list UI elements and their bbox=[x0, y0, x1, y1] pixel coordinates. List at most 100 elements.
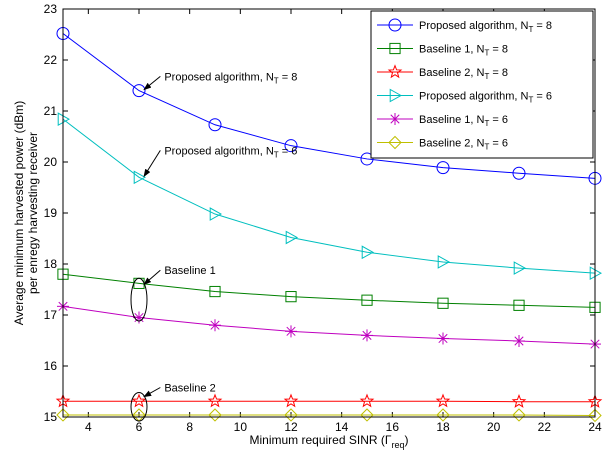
data-point bbox=[209, 319, 221, 332]
legend-label-main: Proposed algorithm, N bbox=[419, 20, 528, 32]
data-point bbox=[283, 393, 299, 408]
legend-entry: Baseline 2, NT = 8 bbox=[377, 64, 508, 81]
x-axis-label-end: ) bbox=[405, 433, 409, 447]
data-point bbox=[285, 325, 297, 338]
series-line bbox=[63, 400, 595, 403]
legend-label-main: Proposed algorithm, N bbox=[419, 91, 528, 103]
x-tick-label: 20 bbox=[487, 420, 501, 434]
data-point bbox=[436, 408, 450, 422]
legend-marker bbox=[387, 64, 403, 79]
series-2 bbox=[55, 393, 603, 408]
annotation-text: Baseline 2 bbox=[164, 383, 215, 395]
legend-label-main: Baseline 2, N bbox=[419, 67, 484, 79]
series-line bbox=[63, 414, 596, 416]
annotation-arrow bbox=[143, 150, 161, 178]
legend-label: Baseline 1, NT = 8 bbox=[419, 44, 508, 58]
y-tick-label: 15 bbox=[44, 410, 58, 424]
data-point bbox=[588, 408, 602, 423]
y-axis-label-line1: Average minimum harvested power (dBm) bbox=[12, 101, 26, 326]
legend-label-sub: T bbox=[528, 96, 533, 105]
y-axis-label-line2: per enregy harvesting receiver bbox=[26, 132, 40, 294]
data-point bbox=[209, 285, 221, 298]
annotation-arrow bbox=[143, 269, 161, 286]
data-point bbox=[284, 139, 298, 153]
series-line bbox=[62, 33, 596, 179]
data-point bbox=[56, 408, 70, 422]
x-tick-label: 22 bbox=[538, 420, 552, 434]
data-point bbox=[360, 152, 374, 166]
x-tick-label: 4 bbox=[85, 420, 92, 434]
annotation-ellipse bbox=[130, 277, 148, 322]
legend-marker bbox=[388, 135, 402, 150]
annotation-text-sub: T bbox=[274, 76, 279, 85]
data-point bbox=[131, 393, 147, 408]
data-point bbox=[513, 261, 527, 275]
legend-label-suffix: = 8 bbox=[489, 67, 508, 79]
data-point bbox=[359, 393, 375, 408]
data-point bbox=[511, 394, 527, 408]
legend-label-main: Baseline 1, N bbox=[419, 114, 484, 126]
data-point bbox=[513, 299, 525, 311]
data-point bbox=[132, 84, 146, 98]
x-tick-label: 18 bbox=[436, 420, 450, 434]
data-point bbox=[437, 255, 451, 269]
legend-label-main: Baseline 1, N bbox=[419, 44, 484, 56]
series-5 bbox=[56, 408, 602, 423]
y-tick-label: 19 bbox=[44, 206, 58, 220]
annotation-text-sub: T bbox=[274, 150, 279, 159]
y-tick-label: 23 bbox=[44, 2, 58, 16]
annotation-ellipse bbox=[130, 392, 148, 422]
legend-entry: Baseline 1, NT = 8 bbox=[377, 42, 508, 58]
data-point bbox=[57, 112, 71, 127]
legend-entry: Proposed algorithm, NT = 6 bbox=[377, 88, 552, 105]
data-point bbox=[285, 230, 299, 245]
x-axis-label-sub: req bbox=[391, 440, 404, 450]
x-axis-label: Minimum required SINR (Γreq) bbox=[250, 433, 409, 450]
x-tick-label: 12 bbox=[284, 420, 298, 434]
data-point bbox=[361, 294, 373, 306]
y-tick-label: 22 bbox=[44, 53, 58, 67]
legend-marker bbox=[389, 113, 401, 125]
series-line bbox=[62, 305, 596, 345]
legend-label-suffix: = 6 bbox=[489, 138, 508, 150]
legend-entry: Proposed algorithm, NT = 8 bbox=[377, 18, 552, 34]
data-point bbox=[285, 291, 297, 303]
x-tick-label: 8 bbox=[186, 420, 193, 434]
data-point bbox=[284, 408, 298, 422]
legend-label: Baseline 2, NT = 8 bbox=[419, 67, 508, 81]
data-point bbox=[512, 166, 526, 180]
legend-label-suffix: = 8 bbox=[533, 20, 552, 32]
legend-entry: Baseline 1, NT = 6 bbox=[377, 113, 508, 128]
series-line bbox=[62, 273, 596, 308]
y-tick-label: 16 bbox=[44, 359, 58, 373]
legend-label-sub: T bbox=[484, 119, 489, 128]
data-point bbox=[513, 335, 525, 348]
x-tick-label: 6 bbox=[136, 420, 143, 434]
annotation-text-main: Proposed algorithm, N bbox=[164, 145, 273, 157]
data-point bbox=[360, 408, 374, 422]
x-tick-label: 24 bbox=[588, 420, 602, 434]
x-tick-label: 10 bbox=[234, 420, 248, 434]
data-point bbox=[437, 332, 449, 345]
series-3 bbox=[57, 112, 603, 281]
plot-frame bbox=[62, 8, 596, 418]
data-point bbox=[361, 245, 375, 260]
data-point bbox=[207, 393, 223, 408]
annotation-1: Proposed algorithm, NT = 6 bbox=[143, 145, 297, 178]
data-point bbox=[589, 266, 603, 281]
legend-box bbox=[370, 10, 594, 159]
data-point bbox=[436, 161, 450, 175]
data-point bbox=[512, 408, 526, 422]
data-point bbox=[437, 297, 449, 309]
legend-label-sub: T bbox=[484, 49, 489, 58]
annotation-text-suffix: = 6 bbox=[279, 145, 298, 157]
legend-label: Baseline 2, NT = 6 bbox=[419, 138, 508, 152]
series-line bbox=[62, 118, 596, 274]
legend-label-suffix: = 6 bbox=[533, 91, 552, 103]
annotation-arrow bbox=[143, 76, 161, 91]
annotation-text: Proposed algorithm, NT = 6 bbox=[164, 145, 297, 159]
legend-marker bbox=[388, 18, 402, 32]
legend-label-suffix: = 8 bbox=[489, 44, 508, 56]
